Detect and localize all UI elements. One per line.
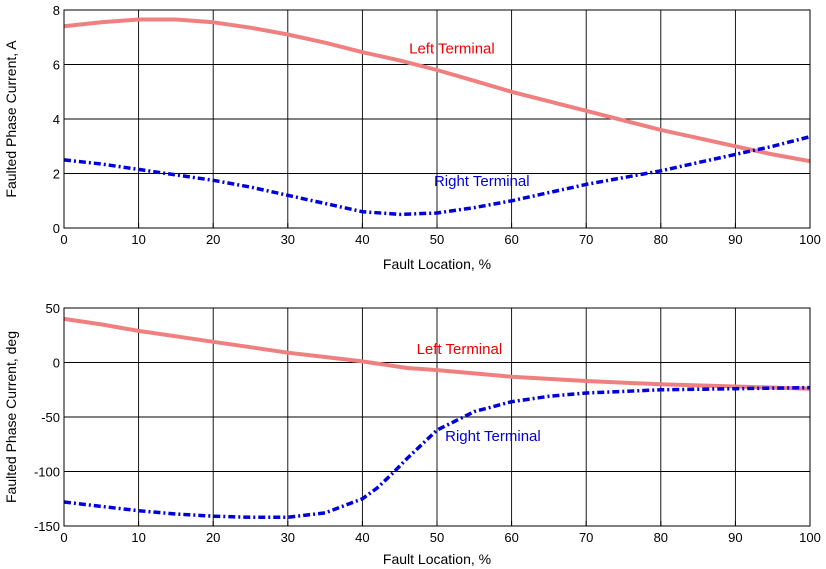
x-tick-label: 60 bbox=[504, 530, 518, 545]
x-tick-label: 40 bbox=[355, 530, 369, 545]
x-tick-label: 50 bbox=[430, 232, 444, 247]
series-line-left-terminal bbox=[63, 316, 811, 391]
annotation-right-terminal: Right Terminal bbox=[445, 428, 541, 445]
annotation-left-terminal: Left Terminal bbox=[409, 41, 495, 58]
x-tick-label: 90 bbox=[728, 530, 742, 545]
y-tick-label: 0 bbox=[53, 356, 60, 371]
x-tick-label: 100 bbox=[799, 530, 821, 545]
x-tick-label: 70 bbox=[579, 232, 593, 247]
x-tick-label: 10 bbox=[131, 232, 145, 247]
x-tick-label: 90 bbox=[728, 232, 742, 247]
y-tick-label: -150 bbox=[34, 519, 60, 534]
chart-2: 0 10 20 30 40 50 60 70 80 90 100 -150 -100 -50 0 50 Faul… bbox=[3, 301, 821, 567]
y-tick-label: 0 bbox=[53, 221, 60, 236]
y-tick-label: 2 bbox=[53, 167, 60, 182]
x-tick-label: 60 bbox=[504, 232, 518, 247]
y-tick-label: 50 bbox=[46, 301, 60, 316]
y-tick-label: -50 bbox=[41, 410, 60, 425]
x-axis-label: Fault Location, % bbox=[383, 256, 491, 272]
chart-1: 0 10 20 30 40 50 60 70 80 90 100 0 2 4 6 8 Fault Locatio… bbox=[3, 3, 821, 272]
y-tick-label: 4 bbox=[53, 112, 60, 127]
x-tick-label: 80 bbox=[654, 232, 668, 247]
annotation-right-terminal: Right Terminal bbox=[434, 173, 530, 190]
x-tick-label: 70 bbox=[579, 530, 593, 545]
x-tick-label: 40 bbox=[355, 232, 369, 247]
x-tick-label: 50 bbox=[430, 530, 444, 545]
x-tick-label: 30 bbox=[281, 530, 295, 545]
grid bbox=[64, 308, 810, 526]
series-line-right-terminal bbox=[63, 135, 811, 217]
y-axis-label: Faulted Phase Current, deg bbox=[3, 331, 19, 503]
grid bbox=[64, 10, 810, 228]
x-tick-label: 20 bbox=[206, 232, 220, 247]
y-tick-label: 6 bbox=[53, 58, 60, 73]
x-tick-label: 80 bbox=[654, 530, 668, 545]
x-tick-label: 100 bbox=[799, 232, 821, 247]
y-tick-label: 8 bbox=[53, 3, 60, 18]
x-tick-label: 20 bbox=[206, 530, 220, 545]
series-line-right-terminal bbox=[63, 385, 811, 520]
x-tick-label: 0 bbox=[60, 232, 67, 247]
x-tick-label: 10 bbox=[131, 530, 145, 545]
annotation-left-terminal: Left Terminal bbox=[417, 341, 503, 358]
series-line-left-terminal bbox=[63, 17, 811, 164]
y-axis-label: Faulted Phase Current, A bbox=[3, 40, 19, 198]
x-tick-label: 30 bbox=[281, 232, 295, 247]
x-tick-label: 0 bbox=[60, 530, 67, 545]
y-tick-label: -100 bbox=[34, 465, 60, 480]
x-axis-label: Fault Location, % bbox=[383, 551, 491, 567]
